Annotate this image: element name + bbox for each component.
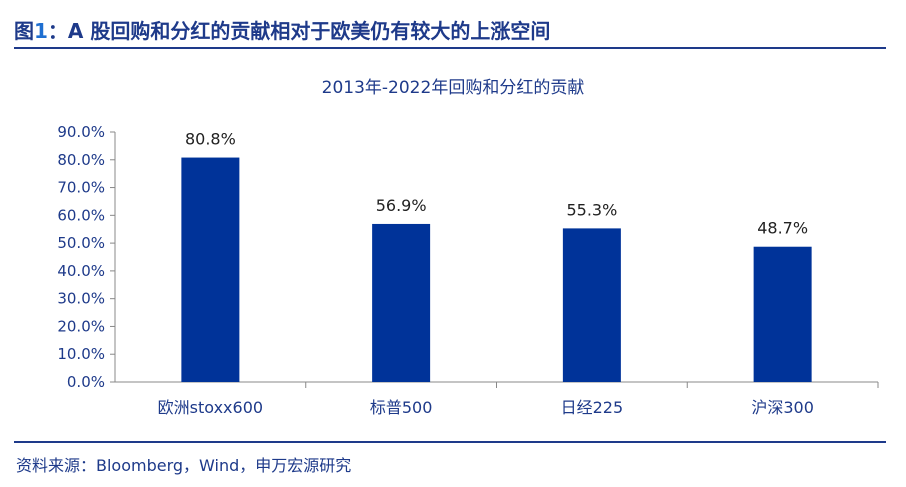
bar [372,223,431,382]
chart-labels: 80.8% 欧洲stoxx600 56.9% 标普500 55.3% 日经225 48.7%… [158,130,814,417]
y-tick-label: 30.0% [57,290,105,308]
figure-label: 图 [14,19,34,43]
source-note: 资料来源：Bloomberg，Wind，申万宏源研究 [16,456,352,475]
y-tick-label: 10.0% [57,345,105,363]
y-tick-label: 20.0% [57,317,105,335]
y-tick-label: 40.0% [57,262,105,280]
y-tick-label: 60.0% [57,206,105,224]
bar [753,246,812,382]
bar [562,228,621,382]
y-tick-label: 0.0% [67,373,105,391]
bar-value-label: 56.9% [376,196,427,215]
bar-value-label: 80.8% [185,130,236,149]
y-tick-label: 90.0% [57,123,105,141]
footer-divider [14,441,886,443]
chart-bars [181,157,812,382]
category-label: 标普500 [370,398,433,417]
figure-number: 1 [34,19,48,43]
chart-axes: 0.0% 10.0% 20.0% 30.0% 40.0% 50.0% 60.0% 70.0% 8… [57,123,879,391]
bar-value-label: 48.7% [757,219,808,238]
y-tick-label: 80.0% [57,151,105,169]
bar [181,157,240,382]
header-divider [14,47,886,49]
category-label: 欧洲stoxx600 [158,398,263,417]
bar-chart: 2013年-2022年回购和分红的贡献 0.0% 10.0% 20.0% 30.0% 4… [57,78,879,417]
y-tick-label: 50.0% [57,234,105,252]
y-tick-label: 70.0% [57,179,105,197]
chart-title: 2013年-2022年回购和分红的贡献 [322,78,585,98]
figure-title-text: ：A 股回购和分红的贡献相对于欧美仍有较大的上涨空间 [47,19,551,43]
bar-value-label: 55.3% [566,200,617,219]
category-label: 沪深300 [751,398,814,417]
category-label: 日经225 [561,398,624,417]
figure-title: 图1：A 股回购和分红的贡献相对于欧美仍有较大的上涨空间 [14,16,892,46]
